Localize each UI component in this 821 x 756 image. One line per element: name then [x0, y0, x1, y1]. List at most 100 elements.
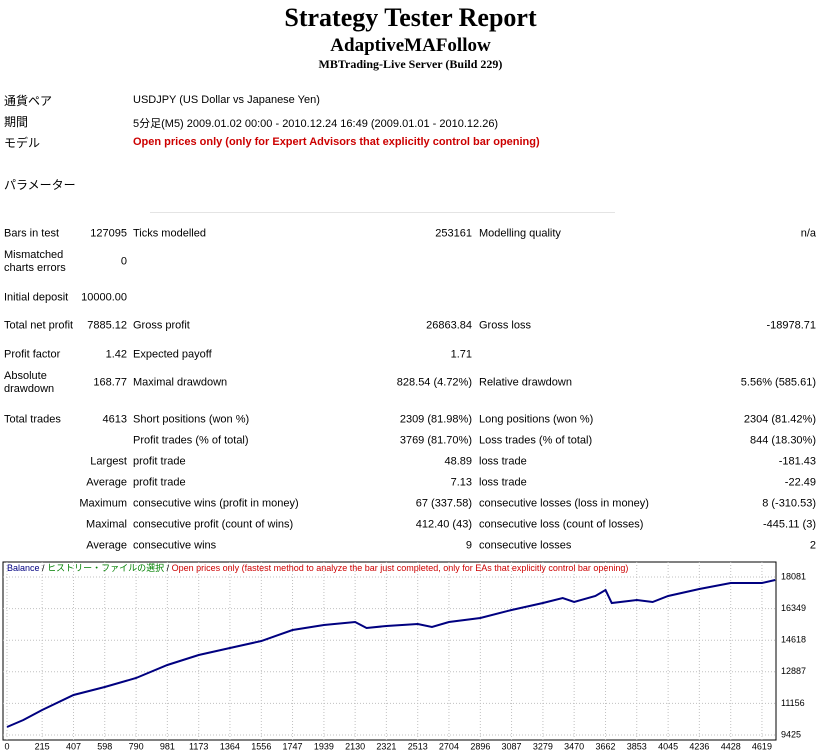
table-cell: 828.54 (4.72%)	[396, 376, 472, 389]
legend: Balance / ヒストリー・ファイルの選択 / Open prices on…	[7, 562, 628, 573]
x-tick-label: 0	[4, 741, 9, 751]
legend-note: Open prices only (fastest method to anal…	[172, 563, 629, 573]
table-cell: -181.43	[778, 455, 816, 468]
table-cell: 168.77	[93, 376, 127, 389]
table-cell: 5.56% (585.61)	[740, 376, 816, 389]
y-tick-label: 12887	[781, 666, 806, 676]
table-cell: Gross profit	[133, 319, 190, 332]
table-cell: Maximal drawdown	[133, 376, 228, 389]
table-cell: Mismatched charts errors	[4, 249, 66, 274]
x-tick-label: 4236	[689, 741, 709, 751]
table-cell: 253161	[435, 227, 472, 240]
table-cell: 2	[809, 539, 816, 552]
table-cell: 7885.12	[87, 319, 127, 332]
table-cell: 3769 (81.70%)	[399, 434, 472, 447]
table-cell: 48.89	[444, 455, 472, 468]
table-cell: 0	[120, 255, 127, 268]
table-cell: consecutive wins (profit in money)	[133, 497, 299, 510]
x-tick-label: 3279	[533, 741, 553, 751]
x-tick-label: 3087	[502, 741, 522, 751]
table-cell: 4613	[102, 413, 127, 426]
server: MBTrading-Live Server (Build 229)	[318, 57, 503, 71]
table-cell: consecutive losses	[479, 539, 572, 552]
table-cell: -22.49	[784, 476, 816, 489]
table-cell: -18978.71	[766, 319, 816, 332]
x-tick-label: 1556	[251, 741, 271, 751]
x-tick-label: 3470	[564, 741, 584, 751]
x-tick-label: 4045	[658, 741, 678, 751]
table-cell: 127095	[90, 227, 127, 240]
table-cell: 8 (-310.53)	[762, 497, 816, 510]
table-cell: Largest	[90, 455, 127, 468]
table-cell: Maximum	[79, 497, 127, 510]
x-tick-label: 2513	[408, 741, 428, 751]
x-tick-label: 790	[129, 741, 144, 751]
x-tick-label: 1939	[314, 741, 334, 751]
balance-line	[6, 579, 776, 728]
table-cell: 7.13	[450, 476, 472, 489]
table-cell: consecutive losses (loss in money)	[479, 497, 649, 510]
x-tick-label: 3853	[627, 741, 647, 751]
table-cell: consecutive loss (count of losses)	[479, 518, 644, 531]
table-cell: consecutive profit (count of wins)	[133, 518, 294, 531]
table-cell: Modelling quality	[479, 227, 561, 240]
x-tick-label: 598	[97, 741, 112, 751]
setting-value: USDJPY (US Dollar vs Japanese Yen)	[133, 94, 320, 106]
x-tick-label: 2896	[470, 741, 490, 751]
legend-note: ヒストリー・ファイルの選択	[47, 562, 164, 573]
table-cell: 2304 (81.42%)	[743, 413, 816, 426]
table-cell: 1.71	[450, 348, 472, 361]
table-cell: n/a	[800, 227, 816, 240]
x-tick-label: 407	[66, 741, 81, 751]
setting-label: 通貨ペア	[4, 94, 53, 108]
y-tick-label: 14618	[781, 635, 806, 645]
parameters-label: パラメーター	[4, 178, 76, 192]
table-cell: Relative drawdown	[479, 376, 572, 389]
legend-entry: Balance	[7, 563, 40, 573]
table-cell: 844 (18.30%)	[749, 434, 816, 447]
table-cell: consecutive wins	[133, 539, 217, 552]
table-cell: Average	[86, 476, 127, 489]
table-cell: 67 (337.58)	[415, 497, 472, 510]
table-cell: Absolute drawdown	[4, 370, 55, 395]
x-tick-label: 1364	[220, 741, 240, 751]
table-cell: 10000.00	[81, 291, 127, 304]
legend-separator: /	[42, 563, 45, 573]
table-cell: 412.40 (43)	[415, 518, 472, 531]
x-tick-label: 4619	[752, 741, 772, 751]
chart-body: 0 215 407 598 790 981 1173 1364 1556 1747 1939 2130…	[3, 562, 806, 751]
subtitle: AdaptiveMAFollow	[330, 35, 491, 56]
x-tick-label: 2321	[376, 741, 396, 751]
table-cell: 26863.84	[426, 319, 472, 332]
table-cell: Short positions (won %)	[133, 413, 250, 426]
x-tick-label: 981	[160, 741, 175, 751]
y-tick-label: 11156	[781, 698, 805, 708]
table-cell: Bars in test	[4, 227, 60, 240]
table-cell: Loss trades (% of total)	[479, 434, 593, 447]
x-tick-label: 2130	[345, 741, 365, 751]
x-tick-label: 3662	[596, 741, 616, 751]
table-cell: loss trade	[479, 476, 527, 489]
plot-frame	[2, 561, 777, 741]
table-cell: Initial deposit	[4, 291, 69, 304]
y-tick-label: 16349	[781, 603, 806, 613]
table-cell: 1.42	[105, 348, 127, 361]
separator	[150, 212, 615, 213]
title: Strategy Tester Report	[284, 3, 537, 32]
table-cell: 2309 (81.98%)	[399, 413, 472, 426]
table-cell: Average	[86, 539, 127, 552]
y-tick-label: 9425	[781, 729, 801, 739]
table-cell: Profit factor	[4, 348, 61, 361]
legend-separator: /	[167, 563, 170, 573]
table-cell: profit trade	[133, 455, 186, 468]
y-tick-label: 18081	[781, 571, 806, 581]
table-cell: loss trade	[479, 455, 527, 468]
setting-label: 期間	[4, 115, 29, 129]
setting-label: モデル	[4, 136, 41, 150]
table-cell: Maximal	[86, 518, 127, 531]
table-cell: Total net profit	[4, 319, 74, 332]
table-cell: -445.11 (3)	[763, 518, 816, 531]
table-cell: Long positions (won %)	[479, 413, 594, 426]
